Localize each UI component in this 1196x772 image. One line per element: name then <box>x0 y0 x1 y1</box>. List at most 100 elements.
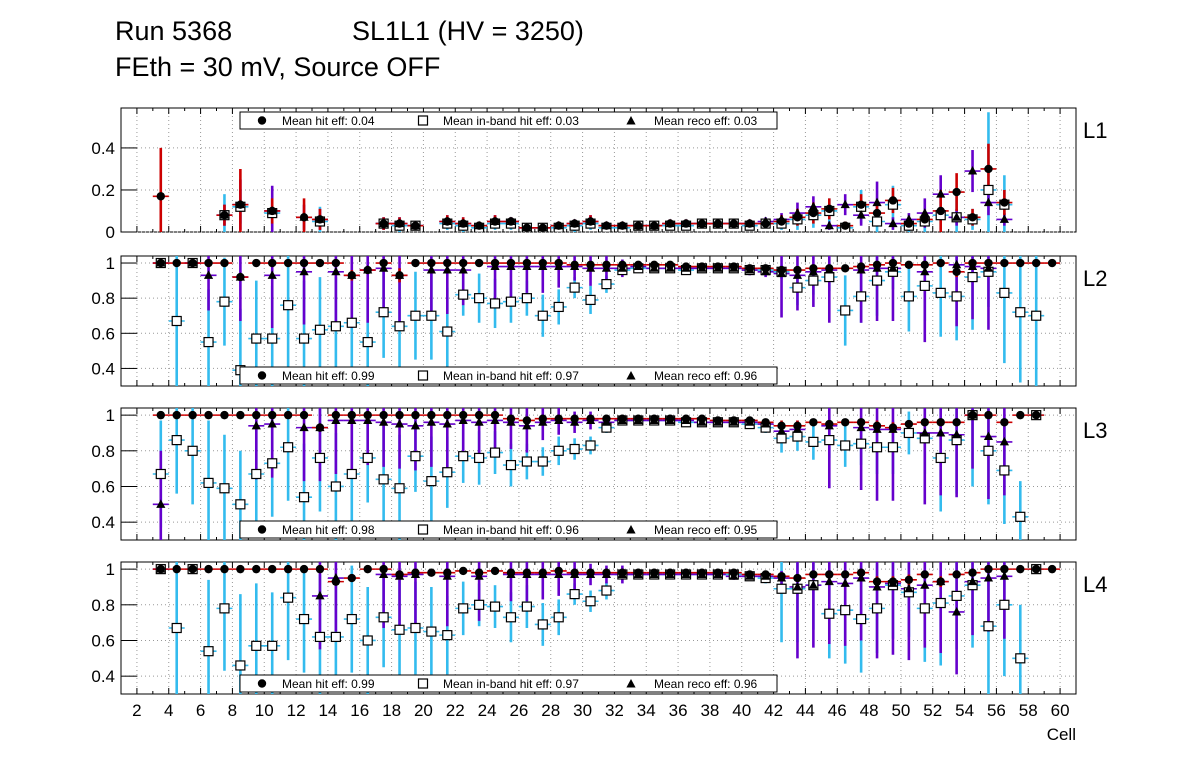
y-tick-label: 1 <box>106 254 115 273</box>
x-tick-label: 36 <box>669 701 688 720</box>
marker-hit <box>1000 198 1009 207</box>
marker-inband <box>919 280 930 291</box>
marker-hit <box>347 271 356 280</box>
marker-hit <box>650 221 659 230</box>
marker-hit <box>904 260 914 269</box>
marker-inband <box>235 660 246 671</box>
marker-inband <box>983 445 994 456</box>
marker-hit <box>379 564 388 574</box>
marker-hit <box>920 215 929 224</box>
marker-hit <box>761 418 770 427</box>
x-tick-label: 34 <box>637 701 656 720</box>
marker-hit <box>809 418 818 427</box>
marker-hit <box>1047 564 1057 574</box>
marker-inband <box>187 445 198 456</box>
marker-inband <box>410 622 421 634</box>
marker-hit <box>474 221 484 230</box>
panel-l4: 0.4 0.6 0.8 1 Mean hit eff: 0.99 Mean in-band… <box>91 560 1107 695</box>
marker-inband <box>840 305 851 316</box>
marker-inband <box>171 622 182 634</box>
marker-inband <box>505 296 517 307</box>
marker-hit <box>602 221 611 230</box>
marker-hit <box>1016 258 1025 268</box>
marker-hit <box>172 564 181 574</box>
x-tick-label: 40 <box>732 701 751 720</box>
marker-hit <box>872 208 882 218</box>
marker-inband <box>330 631 341 643</box>
legend: Mean hit eff: 0.99 Mean in-band hit eff: … <box>239 366 778 385</box>
legend-reco-marker <box>626 116 636 125</box>
marker-inband <box>553 612 564 623</box>
marker-hit <box>156 410 165 420</box>
marker-hit <box>1016 410 1025 420</box>
marker-hit <box>618 414 627 423</box>
marker-hit <box>856 262 866 271</box>
marker-hit <box>761 219 770 228</box>
legend-hit-marker <box>257 525 267 534</box>
marker-hit <box>236 564 245 574</box>
legend-reco-marker <box>626 679 636 688</box>
panel-frame <box>120 407 1077 541</box>
marker-hit <box>522 416 532 425</box>
y-tick-label: 0.4 <box>91 513 115 532</box>
marker-inband <box>394 321 405 332</box>
marker-reco <box>203 270 214 279</box>
x-tick-label: 58 <box>1019 701 1038 720</box>
marker-inband <box>808 275 819 286</box>
run-number-title: Run 5368 <box>115 16 233 46</box>
marker-inband <box>251 333 262 344</box>
marker-hit <box>793 265 802 275</box>
marker-inband <box>903 291 914 302</box>
marker-hit <box>968 213 977 222</box>
panel-data <box>152 112 1013 232</box>
marker-hit <box>252 564 261 574</box>
marker-inband <box>824 608 835 619</box>
marker-hit <box>1016 564 1025 574</box>
marker-inband <box>887 442 899 453</box>
marker-reco <box>442 419 452 428</box>
x-axis-title: Cell <box>1047 725 1076 744</box>
marker-hit <box>554 258 563 268</box>
x-tick-label: 10 <box>255 701 274 720</box>
marker-hit <box>315 423 325 432</box>
marker-hit <box>856 200 866 209</box>
marker-reco <box>156 499 166 508</box>
marker-hit <box>729 416 738 425</box>
marker-hit <box>888 196 898 205</box>
marker-inband <box>298 613 310 625</box>
marker-reco <box>426 417 436 426</box>
marker-hit <box>777 572 786 581</box>
marker-inband <box>298 333 310 344</box>
marker-inband <box>283 442 294 453</box>
marker-reco <box>888 263 898 272</box>
marker-inband <box>410 310 421 321</box>
marker-hit <box>411 221 420 230</box>
marker-hit <box>761 264 770 273</box>
marker-hit <box>681 568 691 577</box>
marker-hit <box>506 414 516 423</box>
marker-inband <box>553 445 564 456</box>
marker-hit <box>522 258 532 268</box>
marker-inband <box>283 592 294 603</box>
marker-inband <box>856 291 867 302</box>
marker-hit <box>856 418 866 427</box>
legend-inband-label: Mean in-band hit eff: 0.97 <box>443 677 579 691</box>
marker-hit <box>363 410 372 420</box>
marker-hit <box>252 410 261 420</box>
marker-reco <box>824 576 834 586</box>
marker-inband <box>856 613 867 625</box>
marker-hit <box>204 410 213 420</box>
marker-hit <box>920 570 929 579</box>
marker-hit <box>538 568 547 577</box>
y-tick-label: 0.4 <box>91 667 115 686</box>
marker-hit <box>570 260 579 269</box>
marker-reco <box>856 210 866 219</box>
marker-reco <box>331 415 341 424</box>
marker-hit <box>252 258 261 268</box>
legend: Mean hit eff: 0.04 Mean in-band hit eff: … <box>239 111 778 130</box>
marker-reco <box>856 422 866 432</box>
marker-hit <box>299 258 309 268</box>
marker-hit <box>904 575 914 585</box>
marker-hit <box>920 418 929 427</box>
marker-inband <box>378 307 389 318</box>
